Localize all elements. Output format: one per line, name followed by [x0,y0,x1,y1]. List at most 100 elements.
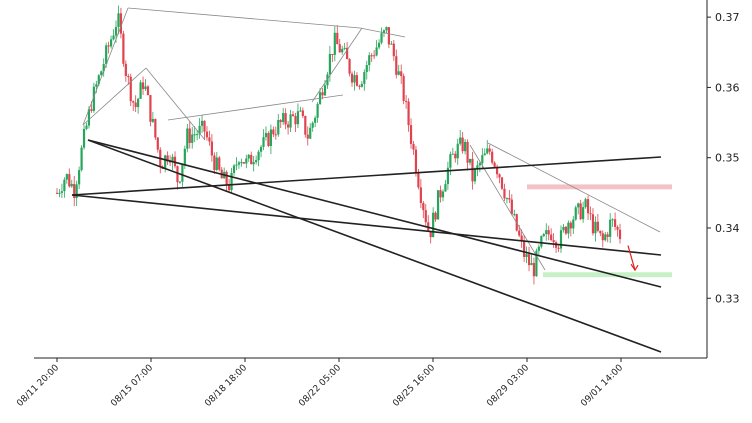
candle-down [532,263,536,277]
trend-line [71,156,662,196]
candle-up [316,104,319,118]
candle-down [348,59,351,74]
candle-down [579,203,582,220]
x-tick-label: 08/29 03:00 [485,363,531,409]
candle-down [370,55,373,57]
candle-down [392,43,395,57]
candle-down [569,222,572,229]
candle-up [567,222,570,234]
candle-up [432,212,435,238]
x-tick-label: 08/18 18:00 [203,363,249,409]
x-tick-label: 08/25 16:00 [391,363,437,409]
candle-down [154,118,157,138]
candle-down [107,45,110,47]
candle-down [547,230,550,235]
candle-up [390,43,393,45]
x-tick-label: 09/01 14:00 [579,363,625,409]
y-tick-label: 0.36 [715,81,740,94]
candle-down [346,47,349,60]
candle-down [205,131,209,138]
forecast-arrow-layer [627,245,639,272]
candle-down [119,13,123,34]
candle-down [461,137,464,152]
candle-up [100,71,103,76]
candle-down [601,233,604,241]
candle-up [574,207,577,220]
candle-down [488,148,491,152]
candle-up [102,64,105,72]
candle-down [557,247,560,249]
x-tick-label: 08/22 05:00 [297,363,343,409]
candle-up [80,147,83,171]
candle-down [618,229,622,240]
candle-up [459,137,462,144]
candle-up [380,33,383,43]
candle-down [291,114,295,117]
candle-up [540,236,543,247]
candle-up [60,191,64,193]
candle-up [309,127,312,139]
candle-down [387,27,390,45]
candle-up [198,125,201,135]
candle-up [486,148,489,154]
candle-up [609,219,612,237]
candle-down [616,226,619,230]
candle-up [441,191,445,198]
candle-up [105,45,108,65]
candle-down [267,133,270,147]
candle-down [414,149,418,174]
candle-up [277,120,280,135]
candle-down [510,199,513,215]
candle-up [237,162,241,165]
candle-up [75,184,78,198]
candle-down [520,235,523,241]
y-tick-label: 0.37 [715,11,740,24]
candle-down [564,226,568,234]
candle-up [360,83,363,87]
candle-down [471,158,474,182]
candle-up [63,179,66,192]
candle-up [311,122,314,128]
y-tick-label: 0.34 [715,222,740,235]
candle-up [343,47,346,49]
pattern-lines-layer [82,7,661,271]
candle-down [355,75,359,86]
candle-up [82,128,86,148]
candle-down [321,92,324,96]
candle-up [299,110,302,112]
candle-up [530,263,533,266]
trend-lines-layer [71,139,662,353]
candle-up [483,153,486,156]
candle-up [464,141,467,152]
candle-down [284,113,287,125]
candle-down [134,102,137,108]
candle-down [68,174,71,187]
candle-down [606,234,609,237]
candle-down [274,134,277,136]
candle-down [503,188,506,199]
candle-down [146,86,150,96]
candle-up [584,199,587,208]
candle-up [289,114,292,128]
candle-up [196,134,199,136]
candle-up [451,153,454,155]
candle-down [213,155,216,171]
candle-up [117,13,120,27]
candle-up [377,42,381,48]
candle-down [373,55,376,57]
candle-down [405,100,408,102]
candle-up [193,134,196,136]
candle-up [436,190,440,220]
candle-up [232,165,236,173]
candle-down [242,162,245,164]
candle-down [491,151,494,163]
candle-down [176,166,179,183]
candle-up [341,48,344,53]
candle-down [336,32,339,45]
candle-down [495,166,499,175]
candle-down [523,240,526,257]
candle-up [296,111,300,125]
candle-down [417,173,420,188]
candle-up [186,128,189,149]
candle-up [611,219,614,221]
